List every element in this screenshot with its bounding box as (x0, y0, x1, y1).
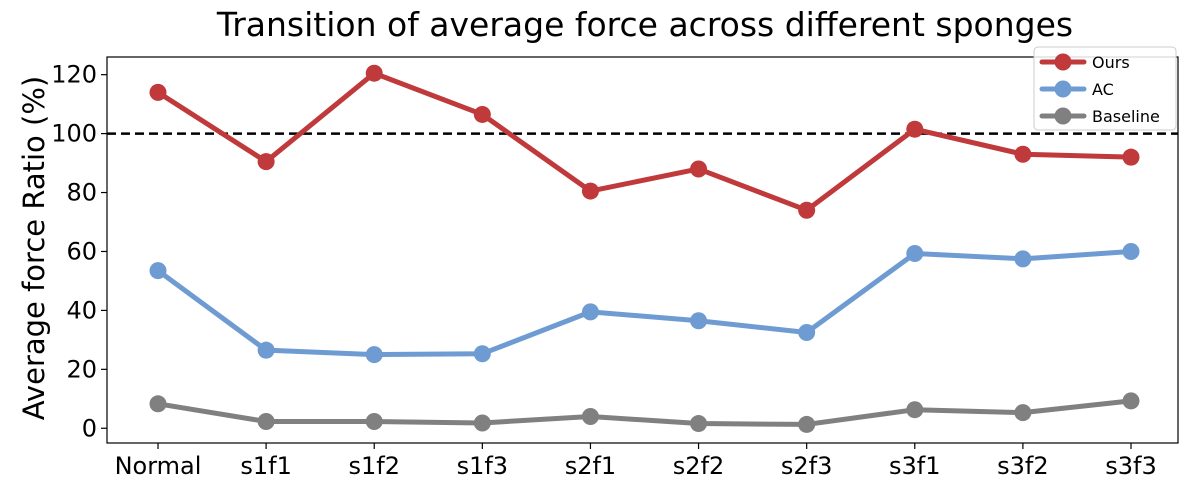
y-tick-label: 20 (66, 355, 97, 383)
legend-swatch-marker (1054, 80, 1072, 98)
legend-label: AC (1092, 80, 1114, 99)
data-point-ours (257, 153, 275, 171)
y-tick-label: 100 (51, 120, 97, 148)
y-tick-label: 60 (66, 237, 97, 265)
legend-swatch-marker (1054, 107, 1072, 125)
data-point-baseline (798, 415, 816, 433)
x-tick-label: s2f3 (781, 452, 833, 480)
x-tick-label: Normal (115, 452, 202, 480)
y-tick-label: 0 (82, 414, 97, 442)
series-baseline (149, 392, 1140, 433)
data-point-baseline (581, 407, 599, 425)
legend-item-baseline: Baseline (1039, 107, 1160, 126)
data-point-ours (1014, 145, 1032, 163)
data-point-baseline (1122, 392, 1140, 410)
legend-swatch-marker (1054, 53, 1072, 71)
x-tick-label: s2f2 (673, 452, 725, 480)
data-point-ours (690, 160, 708, 178)
chart-title: Transition of average force across diffe… (216, 5, 1073, 44)
data-point-ours (581, 182, 599, 200)
data-point-baseline (365, 412, 383, 430)
legend-item-ours: Ours (1039, 53, 1130, 72)
data-point-ac (1122, 242, 1140, 260)
data-point-baseline (1014, 404, 1032, 422)
data-point-ours (906, 120, 924, 138)
data-point-baseline (149, 395, 167, 413)
data-point-baseline (473, 414, 491, 432)
x-tick-label: s1f2 (348, 452, 400, 480)
series-ac (149, 242, 1140, 364)
data-point-ac (365, 346, 383, 364)
x-tick-label: s3f1 (889, 452, 941, 480)
data-point-ours (149, 83, 167, 101)
data-point-baseline (906, 401, 924, 419)
data-point-baseline (257, 412, 275, 430)
plot-frame (106, 56, 1179, 444)
legend-label: Ours (1092, 53, 1130, 72)
series-line-baseline (155, 398, 1134, 427)
plot-area: 0 20 40 60 80 100 120 Normal s1f1 s1f2 s1f3 s2f1 s2f… (51, 56, 1179, 480)
y-tick-label: 80 (66, 179, 97, 207)
data-point-ac (1014, 250, 1032, 268)
x-tick-label: s1f3 (457, 452, 509, 480)
data-point-ours (473, 105, 491, 123)
legend-item-ac: AC (1039, 80, 1114, 99)
data-point-baseline (690, 415, 708, 433)
x-tick-label: s3f3 (1105, 452, 1157, 480)
series-ours (149, 64, 1140, 219)
y-tick-label: 40 (66, 296, 97, 324)
data-point-ac (798, 324, 816, 342)
x-tick-label: s1f1 (240, 452, 292, 480)
x-tick-label: s2f1 (565, 452, 617, 480)
data-point-ac (690, 312, 708, 330)
data-point-ours (365, 64, 383, 82)
legend-label: Baseline (1092, 107, 1160, 126)
data-point-ac (906, 245, 924, 263)
y-tick-label: 120 (51, 61, 97, 89)
data-point-ac (149, 262, 167, 280)
y-axis-label: Average force Ratio (%) (17, 76, 51, 420)
data-point-ac (581, 303, 599, 321)
data-point-ours (1122, 148, 1140, 166)
legend: Ours AC Baseline (1033, 46, 1177, 131)
legend-box (1033, 46, 1177, 131)
series-line-ours (155, 70, 1134, 213)
series-line-ac (155, 248, 1134, 358)
data-point-ours (798, 201, 816, 219)
x-tick-label: s3f2 (997, 452, 1049, 480)
data-point-ac (257, 341, 275, 359)
data-point-ac (473, 345, 491, 363)
